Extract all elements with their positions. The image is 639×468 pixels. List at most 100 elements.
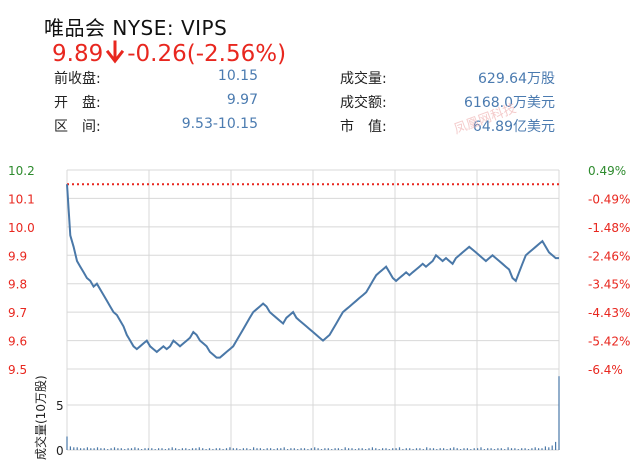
volume-bar — [178, 449, 179, 450]
volume-bar — [402, 449, 403, 450]
volume-bar — [243, 448, 244, 450]
volume-bar — [239, 449, 240, 450]
volume-bar — [348, 448, 349, 450]
price-tick-label-left: 10.0 — [8, 221, 35, 235]
volume-bar — [423, 449, 424, 450]
volume-bar — [87, 447, 88, 450]
volume-bar — [172, 447, 173, 450]
volume-bar — [263, 449, 264, 450]
volume-bar — [189, 449, 190, 450]
price-tick-label-right: 0.49% — [588, 164, 626, 178]
volume-bar — [107, 449, 108, 450]
volume-bar — [104, 448, 105, 450]
volume-bar — [396, 448, 397, 450]
volume-bar — [375, 448, 376, 450]
volume-bar — [121, 448, 122, 450]
volume-bar — [440, 448, 441, 450]
volume-bar — [511, 448, 512, 450]
price-tick-label-right: -6.4% — [588, 363, 623, 377]
volume-bar — [341, 449, 342, 450]
volume-bar — [155, 449, 156, 450]
volume-bar — [508, 447, 509, 450]
price-tick-label-right: -4.43% — [588, 306, 630, 320]
volume-bar — [77, 447, 78, 450]
volume-bar — [446, 449, 447, 450]
volume-bar — [413, 449, 414, 450]
volume-bar — [385, 448, 386, 450]
volume-bar — [165, 449, 166, 450]
price-tick-label-right: -0.49% — [588, 192, 630, 206]
volume-bar — [216, 448, 217, 450]
volume-bar — [382, 448, 383, 450]
volume-bar — [301, 448, 302, 450]
volume-bar — [260, 448, 261, 450]
volume-bar — [362, 448, 363, 450]
volume-bar — [202, 448, 203, 450]
price-tick-label-left: 9.6 — [8, 335, 27, 349]
volume-bar — [141, 449, 142, 450]
volume-bar — [538, 448, 539, 450]
volume-bar — [450, 448, 451, 450]
volume-bar — [314, 447, 315, 450]
volume-bar — [541, 448, 542, 450]
volume-bar — [324, 448, 325, 450]
volume-bar — [195, 448, 196, 450]
volume-bar — [338, 448, 339, 450]
volume-bar — [548, 447, 549, 450]
volume-bar — [307, 449, 308, 450]
volume-bar — [94, 448, 95, 450]
volume-bar — [209, 448, 210, 450]
volume-bar — [66, 437, 67, 451]
volume-bar — [345, 447, 346, 450]
volume-bar — [97, 447, 98, 450]
volume-bar — [497, 448, 498, 450]
volume-bar — [297, 449, 298, 450]
volume-bar — [226, 448, 227, 450]
volume-bar — [335, 448, 336, 450]
price-tick-label-right: -1.48% — [588, 221, 630, 235]
volume-bar — [460, 449, 461, 450]
price-y-axis-right: 0.49% -0.49% -1.48% -2.46% -3.45% -4.43% -5.42… — [588, 164, 630, 377]
volume-bar — [151, 448, 152, 450]
volume-bar — [389, 449, 390, 450]
volume-bar — [80, 448, 81, 450]
volume-bar — [161, 448, 162, 450]
volume-bar — [484, 449, 485, 450]
volume-bar — [328, 448, 329, 450]
volume-bar — [229, 447, 230, 450]
volume-bar — [144, 448, 145, 450]
volume-bar — [406, 448, 407, 450]
volume-bar — [114, 447, 115, 450]
volume-bar — [83, 448, 84, 450]
volume-bar — [267, 448, 268, 450]
volume-bar — [518, 449, 519, 450]
volume-bar — [175, 448, 176, 450]
volume-bar — [185, 448, 186, 450]
volume-bar — [223, 449, 224, 450]
volume-bar — [477, 448, 478, 450]
volume-bar — [253, 447, 254, 450]
volume-bar — [480, 447, 481, 450]
price-tick-label-right: -3.45% — [588, 278, 630, 292]
volume-bar — [351, 448, 352, 450]
volume-bar — [494, 449, 495, 450]
volume-bar — [368, 448, 369, 450]
volume-bar — [372, 447, 373, 450]
volume-bar — [318, 448, 319, 450]
volume-bar — [192, 448, 193, 450]
volume-bar — [138, 448, 139, 450]
volume-bar — [273, 449, 274, 450]
price-tick-label-right: -2.46% — [588, 249, 630, 263]
volume-bar — [321, 449, 322, 450]
volume-bar — [467, 448, 468, 450]
volume-bar — [199, 447, 200, 450]
volume-bar — [501, 448, 502, 450]
volume-bar — [290, 448, 291, 450]
volume-bar — [504, 449, 505, 450]
volume-bar — [70, 446, 71, 450]
volume-bar — [280, 448, 281, 450]
volume-bar — [311, 448, 312, 450]
price-grid — [67, 170, 559, 450]
volume-bar — [294, 448, 295, 450]
